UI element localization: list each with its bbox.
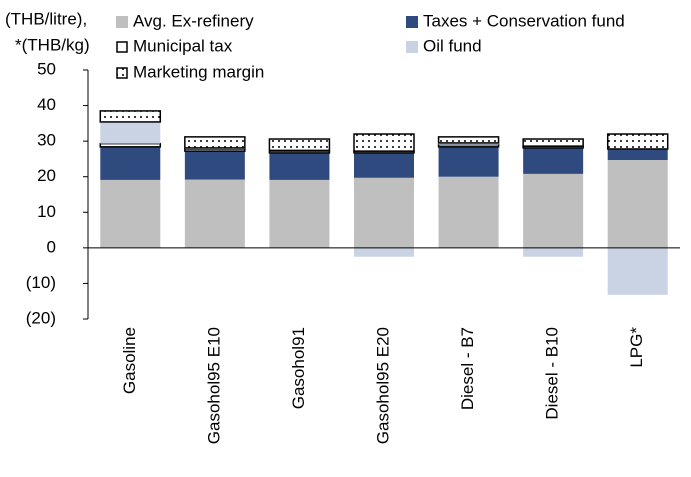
legend-swatch: [116, 67, 128, 79]
bar-segment: [354, 152, 414, 178]
bar-segment: [99, 110, 162, 123]
bar-segment: [438, 176, 499, 248]
y-tick-label: 20: [37, 166, 56, 185]
x-tick-label: Diesel - B10: [543, 327, 562, 420]
x-tick-label: LPG*: [627, 327, 646, 368]
y-tick-label: 40: [37, 95, 56, 114]
y-axis-label: *(THB/kg): [15, 35, 90, 54]
bar-segment: [99, 142, 162, 148]
x-tick-label: Gasohol95 E10: [204, 327, 223, 444]
bar-segment: [353, 133, 415, 152]
legend-swatch: [406, 16, 418, 28]
bar-segment: [184, 179, 245, 248]
bar-segment: [268, 150, 331, 154]
y-axis-label: (THB/litre),: [5, 9, 87, 28]
bar-segment: [522, 138, 584, 147]
bar-segment: [523, 247, 584, 257]
x-tick-label: Diesel - B7: [458, 327, 477, 410]
bar-segment: [184, 136, 246, 149]
bar-segment: [100, 179, 161, 248]
bar-segment: [607, 148, 668, 160]
legend-label: Marketing margin: [133, 62, 264, 81]
bar-segment: [184, 148, 246, 152]
y-tick-label: (10): [26, 273, 56, 292]
legend-swatch: [116, 41, 128, 53]
legend-swatch: [406, 41, 418, 53]
x-tick-label: Gasohol91: [289, 327, 308, 409]
bar-segment: [607, 247, 668, 295]
y-tick-label: 0: [47, 237, 56, 256]
legend-label: Municipal tax: [133, 36, 233, 55]
bar-segment: [100, 121, 161, 144]
bar-segment: [437, 143, 500, 148]
legend-label: Avg. Ex-refinery: [133, 11, 254, 30]
bar-segment: [438, 142, 499, 145]
legend-label: Taxes + Conservation fund: [423, 11, 625, 30]
bar-segment: [607, 159, 668, 248]
bar-segment: [606, 133, 669, 150]
bar-segment: [523, 147, 584, 174]
bar-segment: [437, 136, 500, 144]
bar-segment: [100, 146, 161, 180]
y-tick-label: 50: [37, 59, 56, 78]
y-tick-label: 30: [37, 131, 56, 150]
bar-segment: [269, 179, 330, 248]
bar-segment: [438, 146, 499, 177]
bar-segment: [354, 247, 414, 257]
bar-segment: [184, 151, 245, 180]
bar-segment: [354, 177, 414, 248]
y-tick-label: (20): [26, 308, 56, 327]
y-tick-label: 10: [37, 202, 56, 221]
x-tick-label: Gasoline: [120, 327, 139, 394]
bar-segment: [268, 138, 331, 152]
bar-segment: [523, 173, 584, 248]
x-tick-label: Gasohol95 E20: [373, 327, 392, 444]
legend-swatch: [116, 16, 128, 28]
bar-segment: [269, 152, 330, 180]
legend-label: Oil fund: [423, 36, 482, 55]
